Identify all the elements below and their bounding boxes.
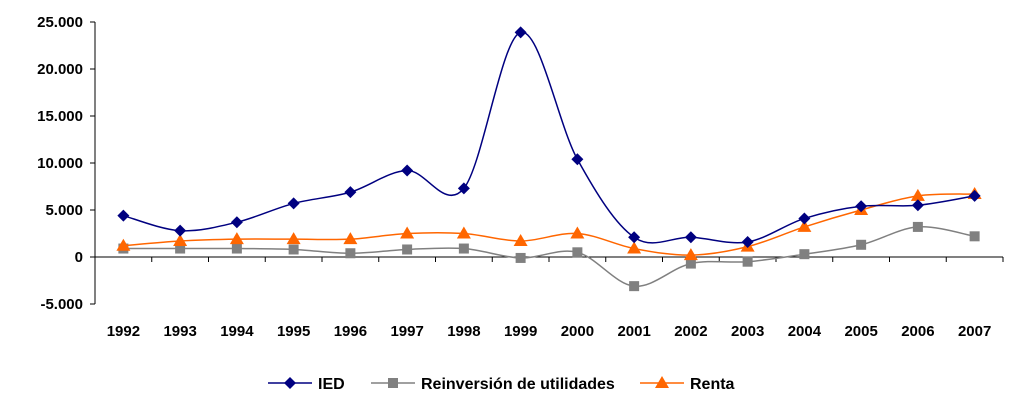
data-point-ied — [287, 197, 300, 210]
data-point-renta — [116, 238, 131, 251]
data-point-renta — [343, 232, 358, 245]
data-point-renta — [173, 234, 188, 247]
data-point-reinversi-n-de-utilidades — [345, 248, 356, 259]
x-tick-label: 1992 — [107, 323, 140, 340]
data-point-ied — [457, 182, 470, 195]
data-point-renta — [570, 226, 585, 239]
data-point-ied — [798, 212, 811, 225]
data-point-reinversi-n-de-utilidades — [572, 247, 583, 258]
data-point-renta — [683, 248, 698, 261]
data-point-reinversi-n-de-utilidades — [515, 252, 526, 263]
data-point-reinversi-n-de-utilidades — [629, 281, 640, 292]
x-tick-label: 1994 — [220, 323, 254, 340]
x-tick-label: 2005 — [844, 323, 877, 340]
data-point-ied — [174, 224, 187, 237]
data-point-ied — [855, 200, 868, 213]
data-point-ied — [911, 199, 924, 212]
series-lines — [116, 26, 982, 292]
y-axis: 25.000 20.000 15.000 10.000 5.000 0 -5.000 — [37, 14, 96, 313]
data-point-reinversi-n-de-utilidades — [458, 243, 469, 254]
legend-label-ied: IED — [318, 376, 345, 393]
data-point-renta — [286, 232, 301, 245]
x-tick-label: 1993 — [163, 323, 196, 340]
x-tick-label: 2007 — [958, 323, 991, 340]
data-point-ied — [968, 189, 981, 202]
data-point-ied — [117, 209, 130, 222]
x-tick-label: 1995 — [277, 323, 310, 340]
data-point-renta — [229, 232, 244, 245]
x-tick-label: 1997 — [390, 323, 423, 340]
y-tick-label: 25.000 — [37, 14, 83, 31]
x-tick-label: 1998 — [447, 323, 480, 340]
data-point-ied — [628, 231, 641, 244]
legend-label-renta: Renta — [690, 376, 735, 393]
x-tick-label: 2006 — [901, 323, 934, 340]
data-point-reinversi-n-de-utilidades — [856, 239, 867, 250]
data-point-reinversi-n-de-utilidades — [288, 244, 299, 255]
x-axis: 1992 1993 1994 1995 1996 1997 1998 1999 2000 2001… — [94, 256, 1004, 340]
data-point-ied — [230, 216, 243, 229]
data-point-ied — [741, 235, 754, 248]
data-point-renta — [797, 219, 812, 232]
data-point-reinversi-n-de-utilidades — [742, 256, 753, 267]
data-point-renta — [513, 234, 528, 247]
legend-marker-ied — [284, 377, 296, 389]
legend-marker-reinversi-n-de-utilidades — [388, 378, 398, 388]
y-tick-label: 15.000 — [37, 108, 83, 125]
data-point-reinversi-n-de-utilidades — [175, 243, 186, 254]
series-line-renta — [123, 193, 975, 256]
data-point-ied — [401, 164, 414, 177]
legend-label-reinversi-n-de-utilidades: Reinversión de utilidades — [421, 376, 615, 393]
x-tick-label: 2002 — [674, 323, 707, 340]
data-point-renta — [400, 226, 415, 239]
x-tick-label: 1996 — [334, 323, 367, 340]
x-tick-label: 2000 — [561, 323, 594, 340]
x-tick-label: 2001 — [617, 323, 650, 340]
y-tick-label: 10.000 — [37, 155, 83, 172]
x-tick-label: 2004 — [788, 323, 822, 340]
legend-marker-renta — [655, 376, 669, 388]
data-point-reinversi-n-de-utilidades — [402, 244, 413, 255]
data-point-reinversi-n-de-utilidades — [969, 231, 980, 242]
y-tick-label: 0 — [75, 249, 83, 266]
data-point-renta — [910, 188, 925, 201]
data-point-reinversi-n-de-utilidades — [231, 243, 242, 254]
y-tick-label: 5.000 — [45, 202, 83, 219]
data-point-ied — [514, 26, 527, 39]
data-point-ied — [344, 186, 357, 199]
data-point-ied — [571, 153, 584, 166]
data-point-renta — [627, 241, 642, 254]
legend: IED Reinversión de utilidades Renta — [268, 376, 735, 393]
data-point-reinversi-n-de-utilidades — [799, 249, 810, 260]
data-point-reinversi-n-de-utilidades — [912, 221, 923, 232]
series-line-reinversi-n-de-utilidades — [123, 226, 975, 287]
data-point-renta — [456, 226, 471, 239]
y-tick-label: 20.000 — [37, 61, 83, 78]
x-tick-label: 1999 — [504, 323, 537, 340]
x-tick-label: 2003 — [731, 323, 764, 340]
data-point-reinversi-n-de-utilidades — [685, 258, 696, 269]
data-point-ied — [684, 231, 697, 244]
y-tick-label: -5.000 — [40, 296, 83, 313]
series-line-ied — [123, 31, 975, 244]
